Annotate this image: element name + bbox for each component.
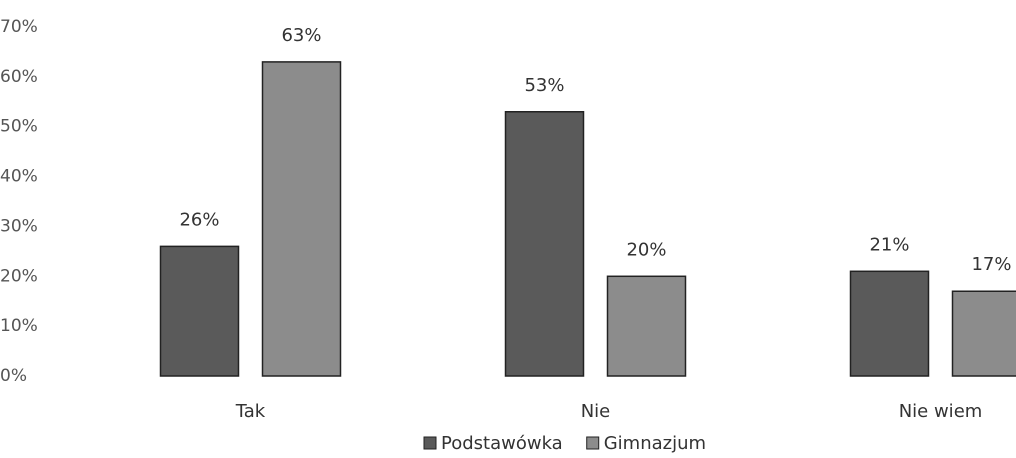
y-tick-label: 20%: [0, 266, 38, 286]
bar: [159, 245, 240, 377]
legend-label: Podstawówka: [441, 433, 563, 454]
y-tick-label: 40%: [0, 167, 38, 187]
data-label: 63%: [281, 25, 321, 46]
data-label: 17%: [971, 254, 1011, 275]
data-label: 53%: [524, 75, 564, 96]
x-tick-label: Nie: [581, 401, 611, 422]
data-label: 26%: [179, 209, 219, 230]
x-tick-label: Nie wiem: [899, 401, 983, 422]
data-label: 21%: [869, 234, 909, 255]
y-tick-label: 0%: [0, 366, 27, 386]
x-tick-label: Tak: [235, 401, 266, 422]
y-tick-label: 50%: [0, 117, 38, 137]
bar: [504, 111, 585, 377]
bar: [849, 270, 930, 377]
y-tick-label: 60%: [0, 67, 38, 87]
y-tick-label: 70%: [0, 17, 38, 37]
y-tick-label: 30%: [0, 216, 38, 236]
data-label: 20%: [626, 239, 666, 260]
bar: [261, 61, 342, 377]
y-tick-label: 10%: [0, 316, 38, 336]
bar: [951, 290, 1016, 377]
bar: [606, 275, 687, 377]
legend-swatch: [586, 436, 600, 450]
legend-label: Gimnazjum: [604, 433, 706, 454]
legend-swatch: [423, 436, 437, 450]
